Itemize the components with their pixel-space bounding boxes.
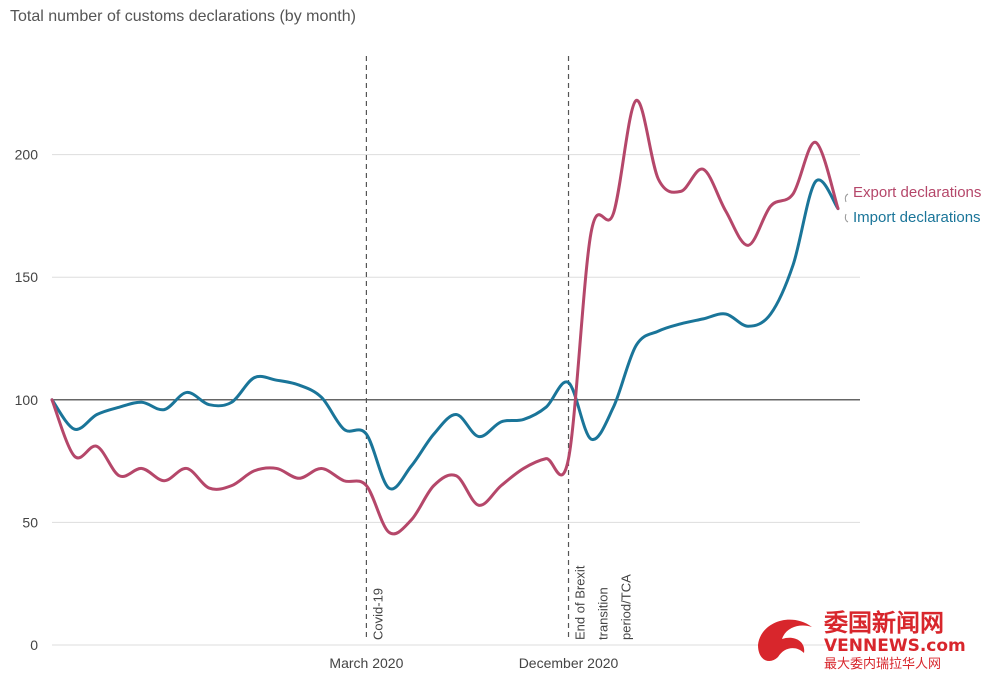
annotation-label: Covid-19 [370,588,385,640]
event-annotations: Covid-19 End of Brexit transition period/TC… [365,56,634,641]
y-tick-label-100: 100 [15,392,39,408]
watermark-title: 委国新闻网 [823,609,944,637]
legend: Export declarations Import declarations [844,184,981,226]
legend-bracket [844,193,849,223]
y-tick-label-150: 150 [15,269,39,285]
y-tick-label-200: 200 [15,147,39,163]
dragon-logo-icon [758,619,812,661]
watermark-subtitle: 最大委内瑞拉华人网 [824,656,941,672]
watermark-logo: 委国新闻网 VENNEWS.com 最大委内瑞拉华人网 [750,605,990,673]
gridlines [52,154,860,646]
chart-title: Total number of customs declarations (by… [10,8,356,25]
series-lines [50,99,840,536]
x-axis-ticks: March 2020 December 2020 [329,655,618,671]
legend-label-import-declarations: Import declarations [853,209,981,226]
y-tick-label-50: 50 [22,514,38,530]
x-tick-label: March 2020 [329,655,403,671]
annotation-label: End of Brexit transition period/TCA [573,565,634,640]
legend-label-export-declarations: Export declarations [853,184,981,201]
y-axis-ticks: 0 50 100 150 200 [15,147,39,653]
y-tick-label-0: 0 [30,637,38,653]
x-tick-label: December 2020 [519,655,619,671]
series-line-export-declarations [50,99,840,536]
series-line-import-declarations [50,178,840,491]
watermark-url: VENNEWS.com [824,636,966,656]
